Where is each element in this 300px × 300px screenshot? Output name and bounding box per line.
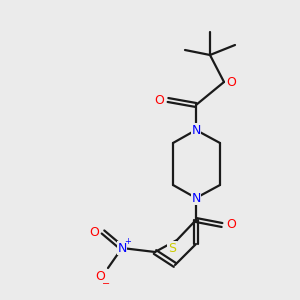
Text: −: − [102,279,110,289]
Text: O: O [89,226,99,238]
Text: S: S [168,242,176,254]
Text: O: O [95,269,105,283]
Text: +: + [124,238,131,247]
Text: N: N [117,242,127,254]
Text: O: O [226,218,236,232]
Text: O: O [154,94,164,106]
Text: N: N [191,191,201,205]
Text: O: O [226,76,236,88]
Text: N: N [191,124,201,136]
